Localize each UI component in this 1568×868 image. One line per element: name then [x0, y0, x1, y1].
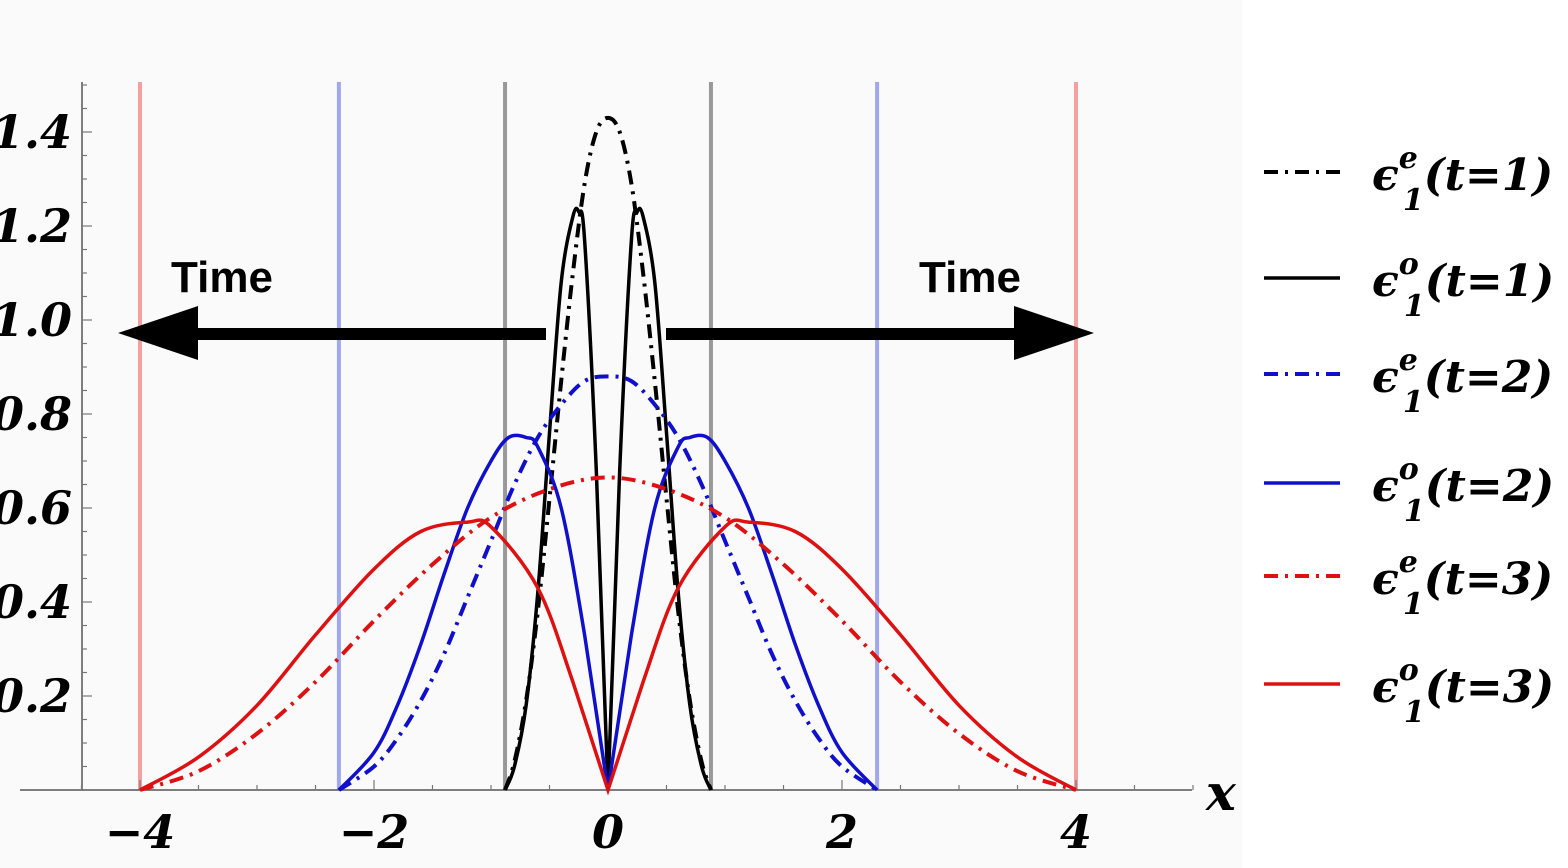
x-tick-label: −2	[339, 805, 410, 859]
y-tick-label: 1.4	[0, 105, 72, 159]
legend-label: ϵe 1(t=2)	[1372, 343, 1553, 420]
x-tick-label: −4	[105, 805, 176, 859]
legend-item-2: ϵe 1(t=2)	[1264, 343, 1553, 420]
y-tick-label: 1.0	[0, 293, 72, 347]
time-arrow-left-shaft	[190, 328, 546, 340]
time-arrow-right-head	[1014, 306, 1094, 360]
legend-label: ϵo 1(t=2)	[1372, 452, 1554, 529]
legend-item-1: ϵo 1(t=1)	[1264, 247, 1554, 324]
time-arrow-right-shaft	[666, 328, 1022, 340]
x-axis-label: x	[1205, 763, 1237, 822]
y-tick-label: 0.2	[0, 669, 72, 723]
series-line-0	[503, 115, 713, 791]
y-tick-label: 1.2	[0, 199, 72, 253]
legend-label: ϵe 1(t=3)	[1372, 545, 1553, 622]
legend-label: ϵo 1(t=3)	[1372, 653, 1554, 730]
time-label-left: Time	[171, 253, 273, 302]
y-tick-label: 0.4	[0, 575, 72, 629]
reference-lines	[138, 82, 1078, 790]
legend-label: ϵo 1(t=1)	[1372, 247, 1554, 324]
series-group	[139, 115, 1077, 795]
time-label-right: Time	[919, 253, 1021, 302]
legend-item-3: ϵo 1(t=2)	[1264, 452, 1554, 529]
x-tick-label: 0	[592, 805, 624, 859]
time-annotations: Time Time	[118, 253, 1094, 360]
series-line-2	[337, 374, 879, 792]
x-tick-label: 4	[1060, 805, 1092, 859]
legend: ϵe 1(t=1) ϵo 1(t=1) ϵe 1(t=2) ϵo 1(t=2) ϵe 1(t=3)…	[1264, 141, 1554, 730]
y-tick-label: 0.8	[0, 387, 72, 441]
x-tick-label: 2	[825, 805, 858, 859]
legend-item-0: ϵe 1(t=1)	[1264, 141, 1553, 218]
legend-item-4: ϵe 1(t=3)	[1264, 545, 1553, 622]
time-arrow-left-head	[118, 306, 198, 360]
legend-item-5: ϵo 1(t=3)	[1264, 653, 1554, 730]
series-line-3	[337, 433, 879, 792]
axes: −4 −2 0 2 4 0.2 0.4 0.6 0.8 1.0 1.2 1.4 x	[0, 82, 1237, 859]
legend-label: ϵe 1(t=1)	[1372, 141, 1553, 218]
series-line-1	[503, 206, 713, 791]
series-line-4	[139, 475, 1077, 792]
series-line-5	[139, 518, 1077, 795]
y-tick-label: 0.6	[0, 481, 72, 535]
